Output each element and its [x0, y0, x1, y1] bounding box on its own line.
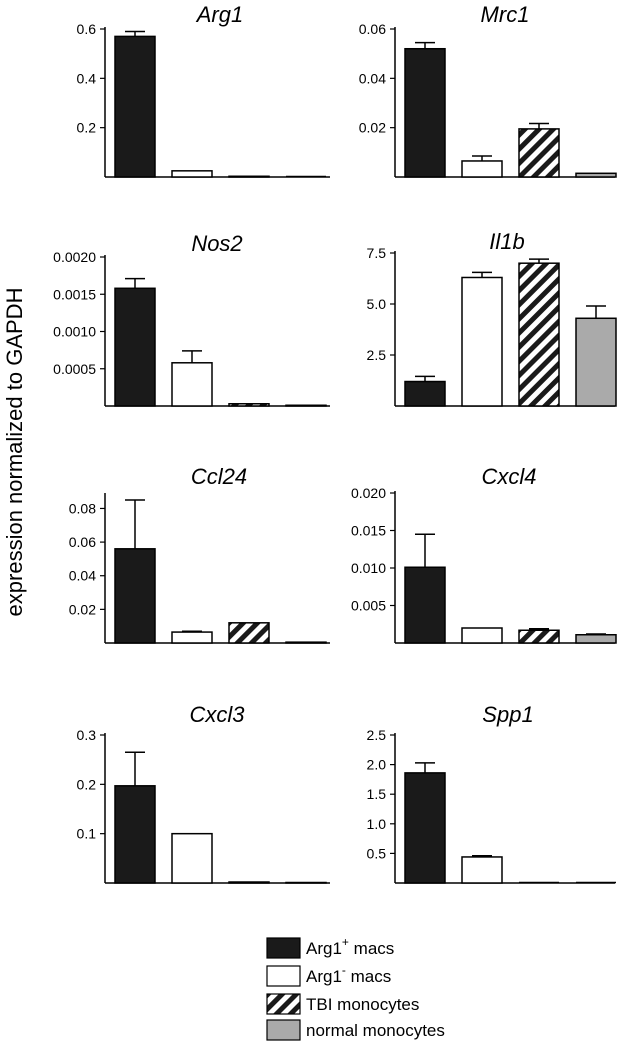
bar	[404, 772, 446, 884]
y-tick-label: 0.4	[77, 70, 97, 86]
panel-title: Cxcl3	[189, 702, 245, 727]
bar	[228, 622, 270, 644]
y-tick-label: 2.5	[367, 347, 387, 363]
legend-item: Arg1- macs	[266, 963, 391, 987]
bar	[461, 160, 503, 178]
panel-cxcl3: Cxcl3 0.1 0.2 0.3	[77, 702, 330, 884]
legend: Arg1+ macs Arg1- macs TBI monocytes normal …	[266, 935, 445, 1041]
y-tick-label: 0.0015	[53, 286, 96, 302]
panel-arg1: Arg1 0.2 0.4 0.6	[77, 2, 330, 178]
panel-nos2: Nos2 0.0005 0.0010 0.0015 0.0020	[53, 231, 330, 407]
bar	[461, 856, 503, 884]
legend-item: normal monocytes	[266, 1019, 445, 1041]
legend-swatch	[266, 1019, 301, 1041]
panel-title: Spp1	[482, 702, 533, 727]
y-tick-label: 0.010	[351, 560, 386, 576]
bar	[404, 47, 446, 178]
y-tick-label: 0.08	[69, 500, 96, 516]
y-tick-label: 0.06	[359, 21, 386, 37]
bar	[114, 35, 156, 178]
legend-label: normal monocytes	[306, 1021, 445, 1040]
panel-il1b: Il1b 2.5 5.0 7.5	[367, 229, 617, 407]
legend-swatch	[266, 965, 301, 987]
y-axis-label: expression normalized to GAPDH	[2, 288, 27, 617]
panel-mrc1: Mrc1 0.02 0.04 0.06	[359, 2, 617, 178]
bar	[114, 287, 156, 407]
bar	[461, 276, 503, 407]
y-tick-label: 0.5	[367, 845, 387, 861]
panel-title: Mrc1	[481, 2, 530, 27]
panel-title: Il1b	[489, 229, 524, 254]
y-tick-label: 0.02	[69, 601, 96, 617]
legend-item: Arg1+ macs	[266, 935, 394, 959]
bar	[171, 631, 213, 644]
bar	[171, 170, 213, 178]
y-tick-label: 0.06	[69, 534, 96, 550]
legend-item: TBI monocytes	[266, 993, 419, 1015]
y-tick-label: 7.5	[367, 245, 387, 261]
bar	[518, 128, 560, 178]
y-tick-label: 0.1	[77, 826, 97, 842]
bar	[228, 881, 270, 884]
legend-label: Arg1- macs	[306, 963, 391, 986]
bar	[518, 262, 560, 407]
bar	[575, 634, 617, 644]
bar	[114, 785, 156, 884]
panel-cxcl4: Cxcl4 0.005 0.010 0.015 0.020	[351, 464, 617, 644]
legend-swatch	[266, 993, 301, 1015]
panels-group: Arg1 0.2 0.4 0.6 Mrc1 0.02 0.04 0.06 Nos2 0.0005 0…	[53, 2, 617, 884]
bar	[404, 380, 446, 407]
y-tick-label: 0.0005	[53, 361, 96, 377]
bar	[575, 172, 617, 178]
legend-label: TBI monocytes	[306, 995, 419, 1014]
bar	[171, 362, 213, 407]
bar	[228, 175, 270, 178]
y-tick-label: 0.005	[351, 598, 386, 614]
bar	[404, 566, 446, 644]
bar	[518, 629, 560, 644]
panel-title: Arg1	[195, 2, 243, 27]
panel-spp1: Spp1 0.5 1.0 1.5 2.0 2.5	[367, 702, 616, 884]
y-tick-label: 0.04	[359, 70, 386, 86]
y-tick-label: 0.015	[351, 523, 386, 539]
bar	[285, 641, 327, 644]
y-tick-label: 1.0	[367, 816, 387, 832]
bar	[114, 548, 156, 644]
y-tick-label: 0.3	[77, 727, 97, 743]
y-tick-label: 0.2	[77, 120, 97, 136]
panel-ccl24: Ccl24 0.02 0.04 0.06 0.08	[69, 464, 330, 644]
y-tick-label: 0.0010	[53, 324, 96, 340]
bar	[461, 627, 503, 644]
y-tick-label: 2.5	[367, 727, 387, 743]
y-tick-label: 0.020	[351, 485, 386, 501]
panel-title: Ccl24	[191, 464, 247, 489]
y-tick-label: 0.02	[359, 120, 386, 136]
y-tick-label: 5.0	[367, 296, 387, 312]
bar	[285, 404, 327, 407]
bar	[575, 317, 617, 407]
bar	[171, 832, 213, 884]
y-tick-label: 0.04	[69, 568, 96, 584]
legend-label: Arg1+ macs	[306, 935, 394, 958]
y-tick-label: 2.0	[367, 757, 387, 773]
y-tick-label: 0.0020	[53, 249, 96, 265]
bar	[228, 403, 270, 407]
legend-swatch	[266, 937, 301, 959]
y-tick-label: 0.2	[77, 776, 97, 792]
y-tick-label: 0.6	[77, 21, 97, 37]
panel-title: Nos2	[191, 231, 242, 256]
y-tick-label: 1.5	[367, 786, 387, 802]
panel-title: Cxcl4	[481, 464, 536, 489]
